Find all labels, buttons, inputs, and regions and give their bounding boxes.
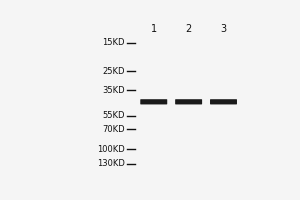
Text: 15KD: 15KD — [102, 38, 125, 47]
Text: 1: 1 — [151, 24, 157, 34]
FancyBboxPatch shape — [140, 99, 167, 104]
Text: 100KD: 100KD — [97, 145, 125, 154]
Text: 130KD: 130KD — [97, 159, 125, 168]
Text: 2: 2 — [185, 24, 192, 34]
Text: 3: 3 — [220, 24, 226, 34]
FancyBboxPatch shape — [210, 99, 237, 104]
FancyBboxPatch shape — [175, 99, 202, 104]
Text: 25KD: 25KD — [102, 67, 125, 76]
Text: 70KD: 70KD — [102, 125, 125, 134]
Text: 35KD: 35KD — [102, 86, 125, 95]
Text: 55KD: 55KD — [102, 111, 125, 120]
